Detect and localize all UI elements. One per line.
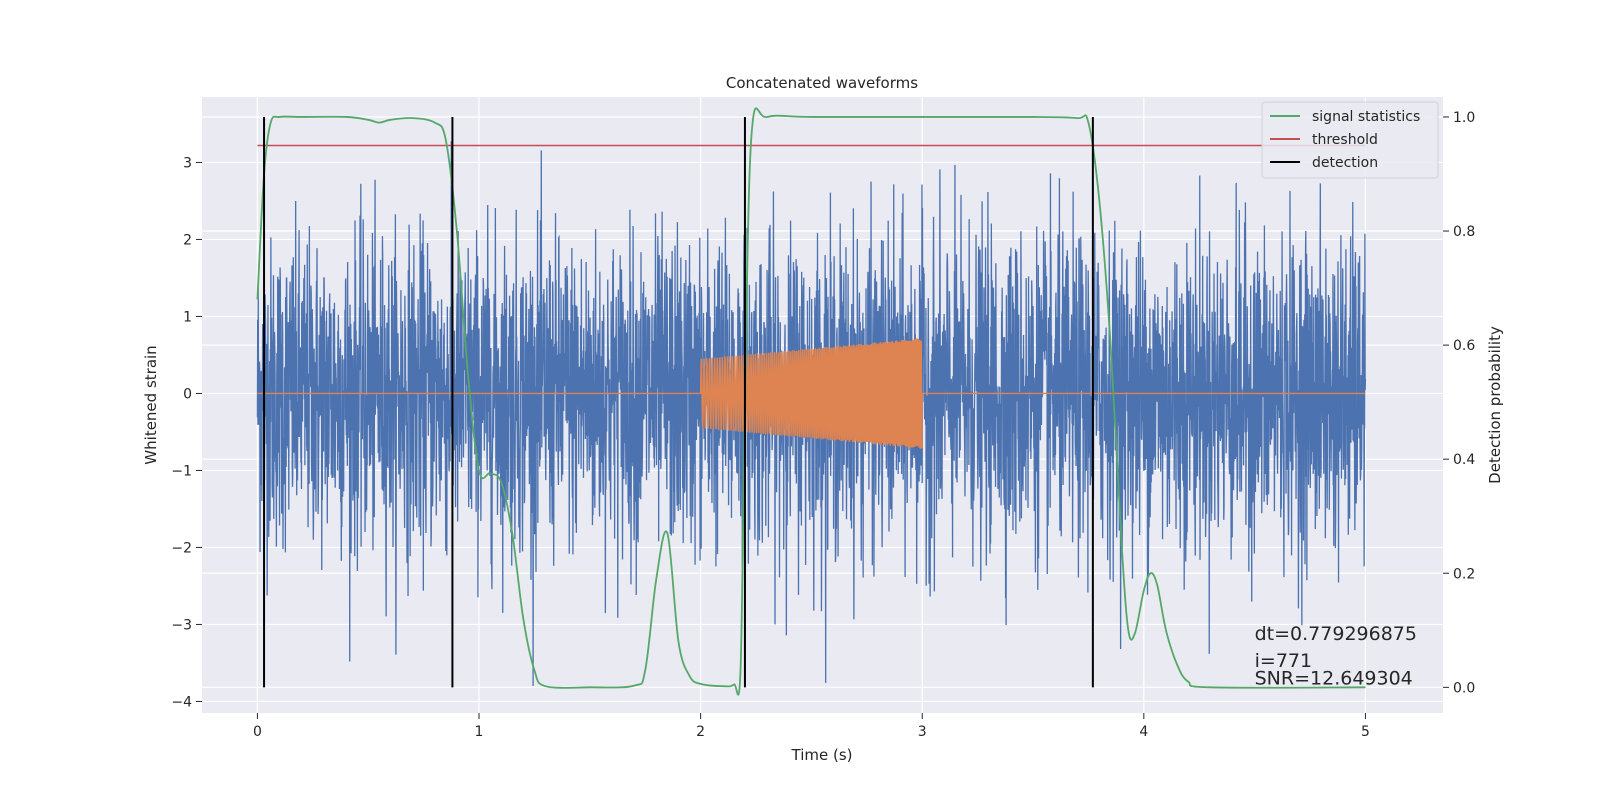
legend-label-threshold: threshold [1312, 132, 1378, 148]
y-right-tick-label: 0.0 [1453, 680, 1475, 696]
annotation-0: dt=0.779296875 [1255, 623, 1417, 645]
legend: signal statistics threshold detection [1261, 101, 1439, 179]
y-tick-label: 2 [183, 232, 192, 248]
legend-label-signal_statistics: signal statistics [1312, 109, 1420, 125]
x-tick-label: 1 [475, 724, 484, 740]
legend-box [1261, 101, 1439, 179]
y-tick-label: −1 [171, 463, 192, 479]
y-right-tick-label: 1.0 [1453, 110, 1475, 126]
y-tick-label: −3 [171, 617, 192, 633]
legend-label-detection: detection [1312, 155, 1378, 171]
y-tick-label: 3 [183, 155, 192, 171]
signal-statistics-line [256, 107, 1366, 696]
y-tick-label: 1 [183, 309, 192, 325]
y-right-tick-label: 0.2 [1453, 566, 1475, 582]
x-axis-label: Time (s) [791, 746, 853, 764]
y-axis-label: Whitened strain [142, 345, 160, 464]
annotation-1: i=771 [1255, 650, 1312, 672]
y-right-tick-label: 0.8 [1453, 224, 1475, 240]
clean-waveform-line [257, 338, 1366, 449]
y-tick-label: 0 [183, 386, 192, 402]
x-tick-label: 3 [918, 724, 927, 740]
x-tick-label: 5 [1361, 724, 1370, 740]
series-layer [256, 107, 1367, 696]
y-tick-label: −2 [171, 540, 192, 556]
axes: 0 1 2 3 4 5 −4 −3 −2 −1 0 1 2 3 0.0 0.2 0.4 0.6 0.8 1.0 [171, 110, 1475, 740]
y-right-tick-label: 0.4 [1453, 452, 1475, 468]
x-tick-label: 4 [1139, 724, 1148, 740]
annotation-2: SNR=12.649304 [1255, 668, 1413, 690]
x-tick-label: 0 [253, 724, 262, 740]
y-right-tick-label: 0.6 [1453, 338, 1475, 354]
y-axis-right-label: Detection probability [1486, 326, 1504, 484]
x-tick-label: 2 [696, 724, 705, 740]
y-tick-label: −4 [171, 694, 192, 710]
plot-area [256, 107, 1367, 696]
chart-title: Concatenated waveforms [726, 74, 918, 92]
